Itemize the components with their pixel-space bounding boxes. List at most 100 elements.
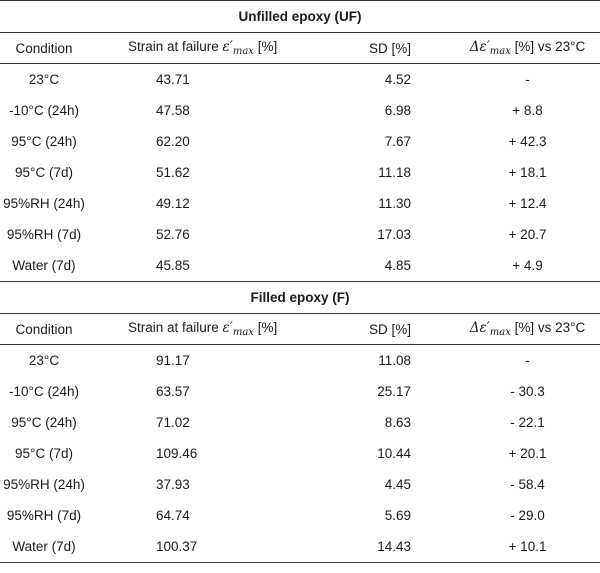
header-strain-prefix: Strain at failure xyxy=(128,320,223,335)
header-strain-unit: [%] xyxy=(253,320,278,335)
cell-condition: -10°C (24h) xyxy=(9,384,79,399)
cell-condition: 95%RH (7d) xyxy=(6,227,82,242)
cell-strain: 45.85 xyxy=(88,250,313,282)
cell-delta: - 30.3 xyxy=(510,384,545,399)
header-condition: Condition xyxy=(0,313,88,345)
cell-condition: 95%RH (24h) xyxy=(3,196,85,211)
table-row: -10°C (24h) 47.58 6.98 + 8.8 xyxy=(0,95,600,126)
cell-sd: 11.30 xyxy=(378,196,411,211)
cell-sd: 11.08 xyxy=(378,353,411,368)
header-row: Condition Strain at failure ε′max [%] SD [… xyxy=(0,32,600,64)
table-row: 23°C 91.17 11.08 - xyxy=(0,345,600,377)
cell-delta: + 4.9 xyxy=(455,250,600,282)
header-strain-sub: max xyxy=(232,327,254,338)
cell-delta: - 58.4 xyxy=(510,477,545,492)
cell-strain: 52.76 xyxy=(156,227,190,242)
header-delta-sub: max xyxy=(489,327,511,338)
cell-strain: 63.57 xyxy=(156,384,190,399)
table-row: 95°C (24h) 71.02 8.63 - 22.1 xyxy=(0,407,600,438)
table-row: Water (7d) 100.37 14.43 + 10.1 xyxy=(0,531,600,563)
header-condition: Condition xyxy=(0,32,88,64)
cell-sd: 7.67 xyxy=(384,134,411,149)
header-delta-prefix: Δε′ xyxy=(469,39,490,55)
table-row: 95°C (7d) 51.62 11.18 + 18.1 xyxy=(0,157,600,188)
header-delta-sub: max xyxy=(489,46,511,57)
cell-delta: - xyxy=(525,353,530,368)
header-strain-symbol: ε′ xyxy=(222,39,233,55)
cell-condition: 95°C (7d) xyxy=(15,165,73,180)
table-row: 23°C 43.71 4.52 - xyxy=(0,64,600,96)
header-delta: Δε′max [%] vs 23°C xyxy=(455,32,600,64)
cell-sd: 25.17 xyxy=(377,384,411,399)
cell-condition: 23°C xyxy=(28,72,60,87)
cell-strain: 100.37 xyxy=(88,531,313,563)
cell-sd: 17.03 xyxy=(377,227,411,242)
header-strain: Strain at failure ε′max [%] xyxy=(88,313,313,345)
table-row: 95%RH (24h) 37.93 4.45 - 58.4 xyxy=(0,469,600,500)
header-delta: Δε′max [%] vs 23°C xyxy=(455,313,600,345)
cell-strain: 71.02 xyxy=(156,415,190,430)
cell-sd: 4.85 xyxy=(313,250,455,282)
header-sd: SD [%] xyxy=(313,313,455,345)
section-title: Filled epoxy (F) xyxy=(0,281,600,314)
cell-sd: 5.69 xyxy=(384,508,411,523)
cell-strain: 43.71 xyxy=(156,72,190,87)
cell-strain: 37.93 xyxy=(156,477,190,492)
header-delta-suffix: [%] vs 23°C xyxy=(510,39,586,54)
cell-delta: - xyxy=(525,72,530,87)
table-row: 95%RH (24h) 49.12 11.30 + 12.4 xyxy=(0,188,600,219)
cell-strain: 47.58 xyxy=(156,103,190,118)
cell-condition: -10°C (24h) xyxy=(9,103,79,118)
cell-condition: Water (7d) xyxy=(0,250,88,282)
cell-delta: + 8.8 xyxy=(512,103,543,118)
cell-condition: 95%RH (7d) xyxy=(6,508,82,523)
cell-strain: 51.62 xyxy=(156,165,190,180)
cell-sd: 14.43 xyxy=(313,531,455,563)
table-row: -10°C (24h) 63.57 25.17 - 30.3 xyxy=(0,376,600,407)
cell-strain: 91.17 xyxy=(156,353,190,368)
table-row: 95%RH (7d) 64.74 5.69 - 29.0 xyxy=(0,500,600,531)
cell-delta: + 20.1 xyxy=(508,446,547,461)
header-strain-unit: [%] xyxy=(253,39,278,54)
cell-condition: 95°C (24h) xyxy=(11,415,77,430)
section-title-row: Unfilled epoxy (UF) xyxy=(0,0,600,33)
table-row: 95°C (24h) 62.20 7.67 + 42.3 xyxy=(0,126,600,157)
cell-condition: 95°C (24h) xyxy=(11,134,77,149)
section-title-row: Filled epoxy (F) xyxy=(0,281,600,314)
header-strain-prefix: Strain at failure xyxy=(128,39,223,54)
cell-delta: + 12.4 xyxy=(508,196,547,211)
cell-delta: - 29.0 xyxy=(510,508,545,523)
cell-delta: + 20.7 xyxy=(508,227,547,242)
cell-condition: 23°C xyxy=(28,353,60,368)
cell-delta: + 10.1 xyxy=(455,531,600,563)
cell-sd: 11.18 xyxy=(378,165,411,180)
cell-condition: 95°C (7d) xyxy=(15,446,73,461)
header-delta-prefix: Δε′ xyxy=(469,320,490,336)
cell-delta: - 22.1 xyxy=(510,415,545,430)
table-row: Water (7d) 45.85 4.85 + 4.9 xyxy=(0,250,600,282)
header-delta-suffix: [%] vs 23°C xyxy=(510,320,586,335)
cell-sd: 6.98 xyxy=(384,103,411,118)
table-row: 95°C (7d) 109.46 10.44 + 20.1 xyxy=(0,438,600,469)
cell-delta: + 18.1 xyxy=(508,165,547,180)
header-row: Condition Strain at failure ε′max [%] SD [… xyxy=(0,313,600,345)
cell-delta: + 42.3 xyxy=(508,134,547,149)
cell-sd: 4.52 xyxy=(384,72,411,87)
cell-sd: 4.45 xyxy=(384,477,411,492)
cell-condition: 95%RH (24h) xyxy=(3,477,85,492)
cell-condition: Water (7d) xyxy=(0,531,88,563)
header-sd: SD [%] xyxy=(313,32,455,64)
cell-strain: 109.46 xyxy=(156,446,198,461)
cell-strain: 62.20 xyxy=(156,134,190,149)
cell-strain: 49.12 xyxy=(156,196,190,211)
cell-strain: 64.74 xyxy=(156,508,190,523)
section-title: Unfilled epoxy (UF) xyxy=(0,0,600,33)
header-strain-sub: max xyxy=(232,46,254,57)
cell-sd: 10.44 xyxy=(377,446,411,461)
header-strain: Strain at failure ε′max [%] xyxy=(88,32,313,64)
cell-sd: 8.63 xyxy=(384,415,411,430)
header-strain-symbol: ε′ xyxy=(222,320,233,336)
table-row: 95%RH (7d) 52.76 17.03 + 20.7 xyxy=(0,219,600,250)
